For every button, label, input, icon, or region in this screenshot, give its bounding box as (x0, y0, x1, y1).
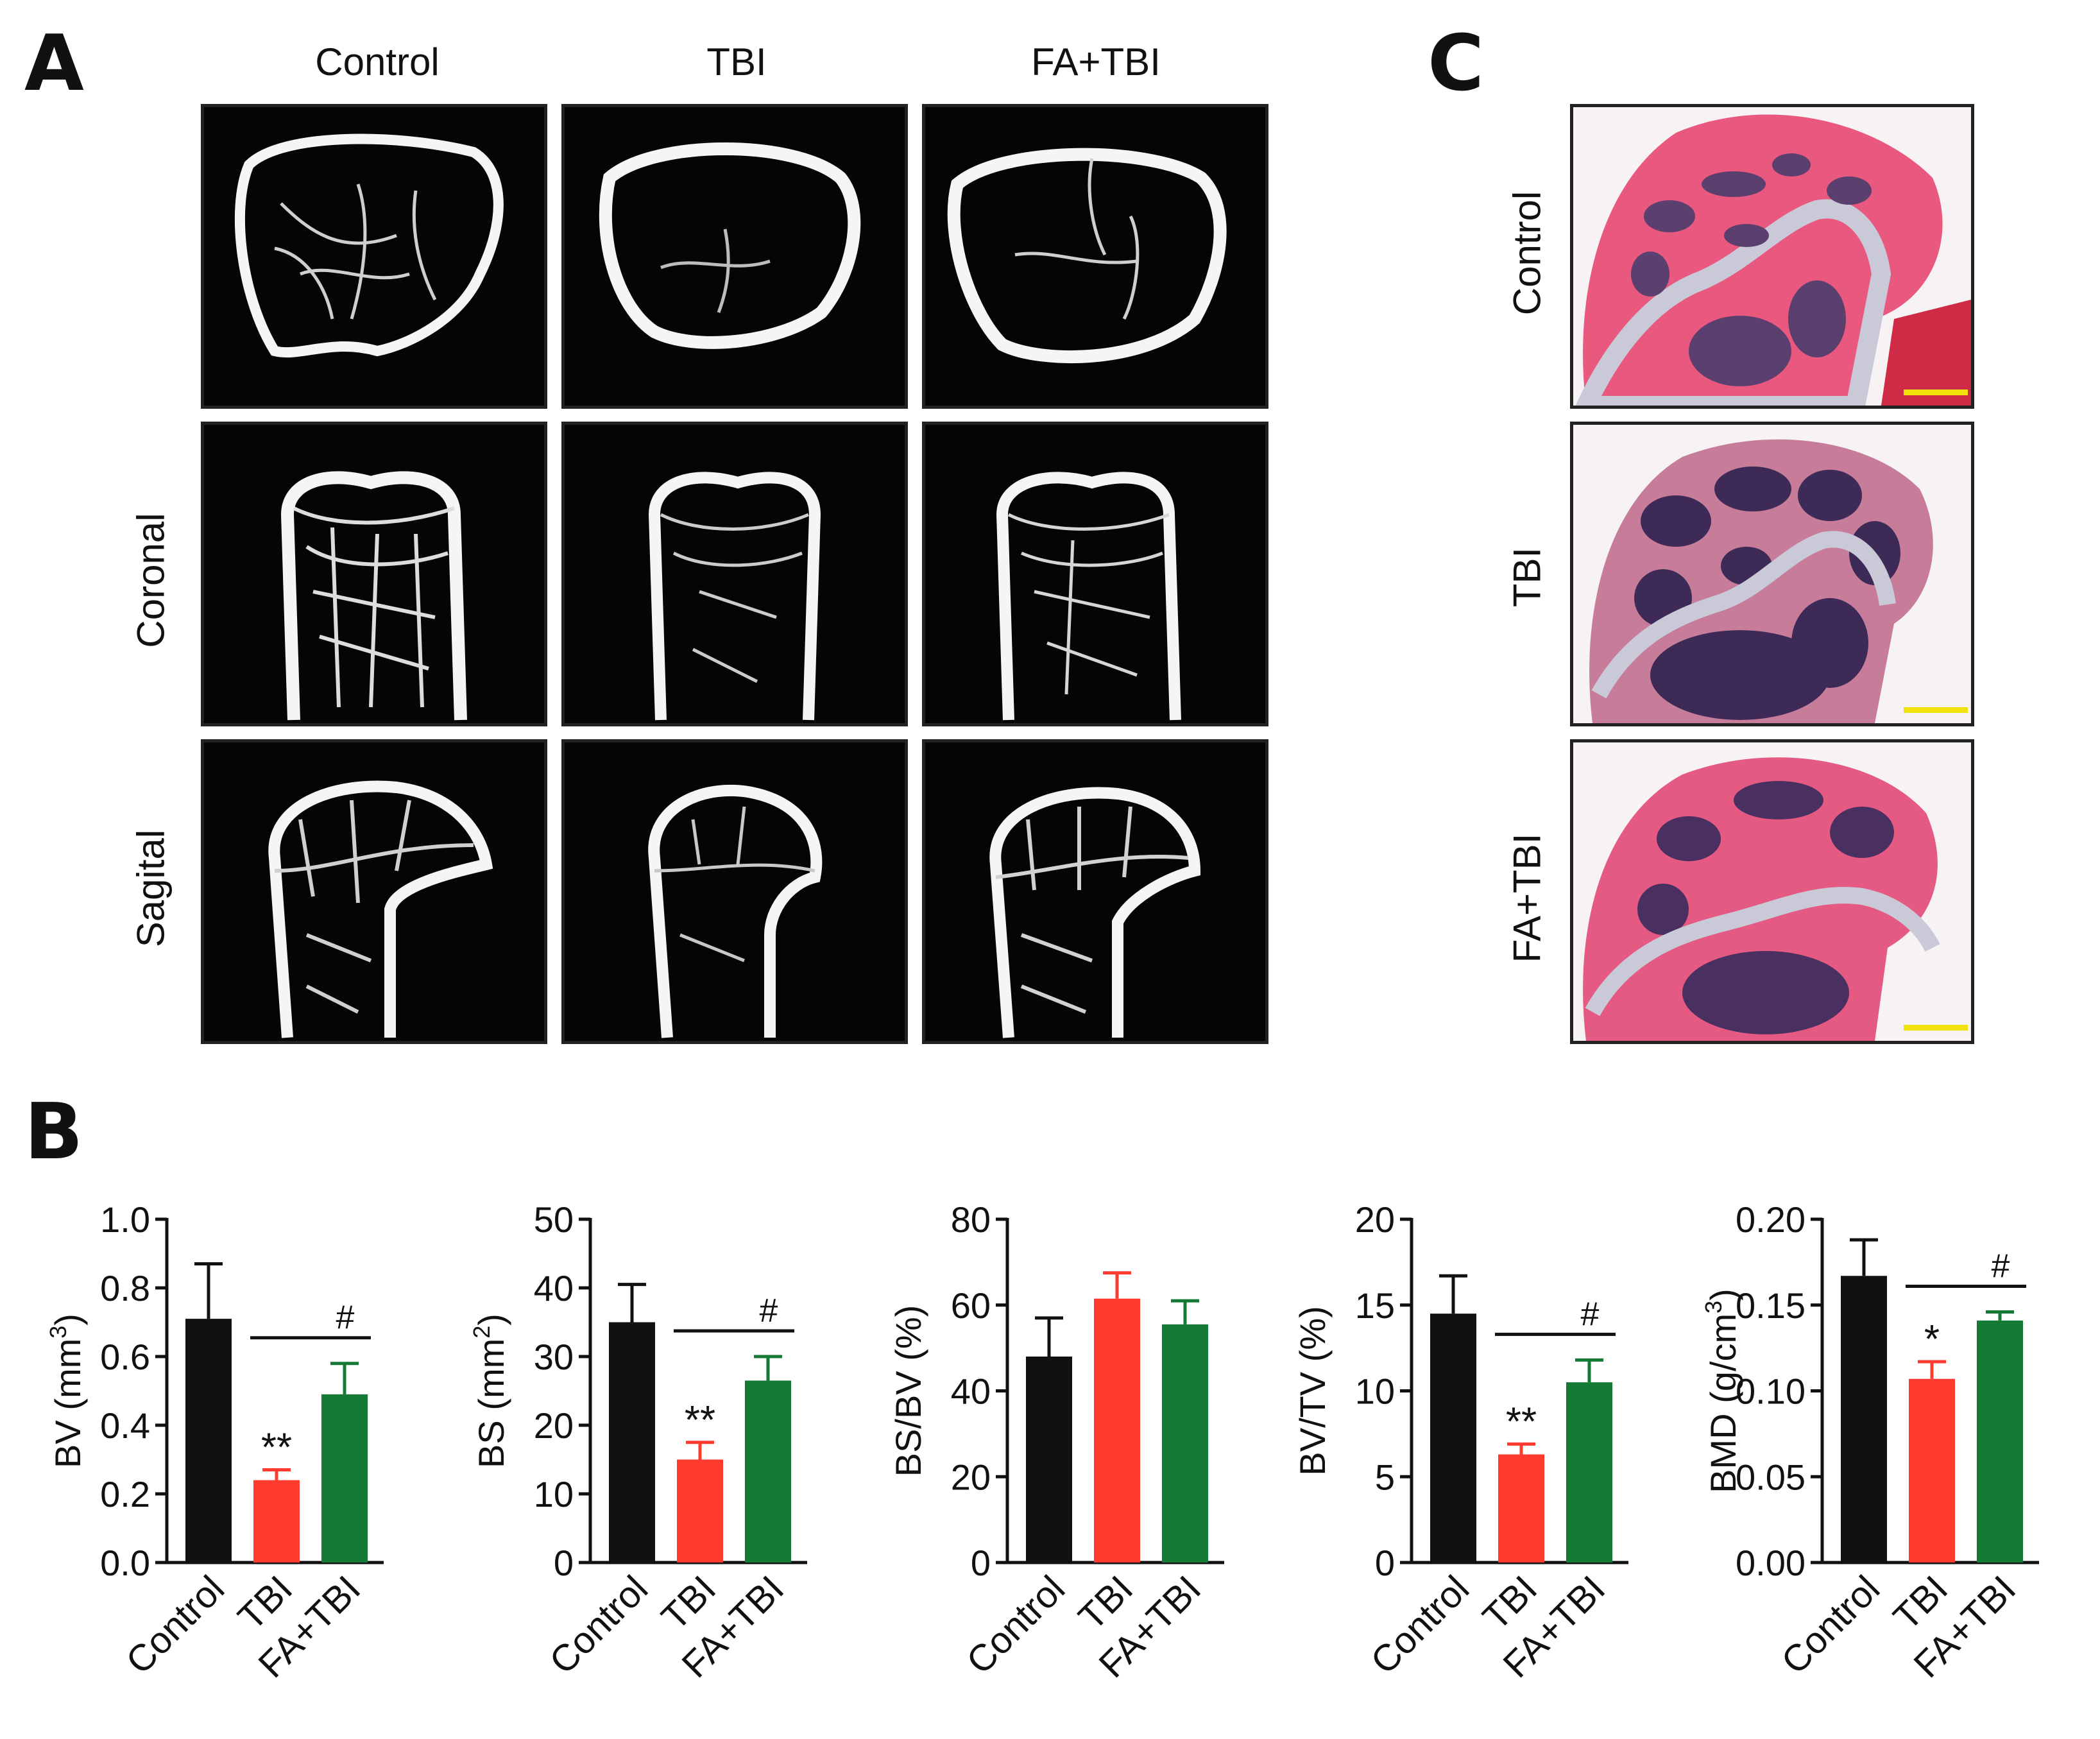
row-label-sagital: Sagital (129, 829, 173, 948)
significance-marker: ** (1506, 1400, 1537, 1444)
category-label: Control (1363, 1568, 1477, 1682)
y-axis-label: BMD (g/cm3) (1700, 1289, 1743, 1493)
y-axis-label: BV (mm3) (45, 1314, 88, 1468)
bar-tbi (1094, 1298, 1140, 1563)
bar-control (609, 1322, 655, 1563)
y-axis-label: BS/BV (%) (888, 1305, 928, 1477)
ct-image-tbi-transverse (561, 104, 908, 409)
he-image-control (1570, 104, 1974, 409)
bracket-label: # (760, 1292, 778, 1330)
y-tick-label: 0.0 (100, 1543, 150, 1583)
category-label: Control (959, 1568, 1073, 1682)
y-tick-label: 50 (534, 1199, 574, 1240)
bar-fa-tbi (1566, 1382, 1612, 1563)
significance-marker: ** (685, 1398, 715, 1443)
c-row-label-fa-tbi: FA+TBI (1505, 833, 1549, 963)
ct-image-tbi-coronal (561, 422, 908, 726)
y-tick-label: 0.8 (100, 1268, 150, 1308)
scale-bar-fa-tbi (1904, 1025, 1968, 1031)
y-tick-label: 40 (534, 1268, 574, 1308)
y-tick-label: 1.0 (100, 1199, 150, 1240)
y-tick-label: 5 (1375, 1457, 1395, 1497)
category-label: Control (542, 1568, 656, 1682)
bracket-label: # (336, 1299, 355, 1337)
bar-control (1841, 1276, 1887, 1563)
y-tick-label: 0 (971, 1543, 991, 1583)
ct-image-fa-tbi-coronal (922, 422, 1268, 726)
panel-letter-c: C (1428, 19, 1485, 108)
col-header-tbi: TBI (706, 40, 767, 83)
scale-bar-tbi (1904, 707, 1968, 713)
bar-tbi (253, 1480, 300, 1563)
category-label: Control (118, 1568, 232, 1682)
panel-letter-a: A (24, 19, 84, 108)
y-tick-label: 0.6 (100, 1337, 150, 1377)
ct-image-control-transverse (201, 104, 547, 409)
y-tick-label: 0.15 (1736, 1285, 1805, 1326)
bar-tbi (677, 1459, 723, 1563)
y-tick-label: 0.20 (1736, 1199, 1805, 1240)
he-image-tbi (1570, 422, 1974, 726)
ct-image-tbi-sagittal (561, 739, 908, 1044)
ct-image-fa-tbi-transverse (922, 104, 1268, 409)
bar-control (1026, 1357, 1072, 1563)
chart-bv: 0.00.20.40.60.81.0BV (mm3)Control**TBIFA… (45, 1199, 384, 1686)
c-row-label-control: Control (1505, 191, 1549, 316)
bar-control (185, 1319, 232, 1563)
y-tick-label: 0.4 (100, 1405, 150, 1446)
y-axis-label: BV/TV (%) (1292, 1306, 1333, 1475)
significance-marker: * (1924, 1317, 1940, 1362)
y-tick-label: 0.10 (1736, 1371, 1805, 1412)
ct-image-control-sagittal (201, 739, 547, 1044)
ct-image-fa-tbi-sagittal (922, 739, 1268, 1044)
y-tick-label: 20 (951, 1457, 991, 1497)
y-tick-label: 10 (1355, 1371, 1395, 1412)
bracket-label: # (1992, 1247, 2010, 1285)
y-tick-label: 0.05 (1736, 1457, 1805, 1497)
y-tick-label: 30 (534, 1337, 574, 1377)
y-tick-label: 0.2 (100, 1474, 150, 1514)
bar-fa-tbi (1977, 1320, 2023, 1563)
panel-letter-b: B (24, 1088, 83, 1177)
c-row-label-tbi: TBI (1505, 547, 1549, 608)
bar-tbi (1909, 1378, 1955, 1563)
bracket-label: # (1581, 1296, 1600, 1333)
y-tick-label: 0.00 (1736, 1543, 1805, 1583)
bar-fa-tbi (321, 1394, 368, 1563)
y-tick-label: 60 (951, 1285, 991, 1326)
col-header-fa-tbi: FA+TBI (1031, 40, 1161, 83)
y-tick-label: 80 (951, 1199, 991, 1240)
y-axis-label: BS (mm2) (468, 1314, 511, 1468)
bar-tbi (1498, 1454, 1544, 1563)
scale-bar-control (1904, 390, 1968, 395)
bar-fa-tbi (745, 1380, 791, 1563)
y-tick-label: 10 (534, 1474, 574, 1514)
y-tick-label: 20 (534, 1405, 574, 1446)
y-tick-label: 0 (1375, 1543, 1395, 1583)
y-tick-label: 15 (1355, 1285, 1395, 1326)
y-tick-label: 40 (951, 1371, 991, 1412)
he-image-fa-tbi (1570, 739, 1974, 1044)
ct-image-control-coronal (201, 422, 547, 726)
bar-fa-tbi (1162, 1324, 1208, 1563)
y-tick-label: 0 (554, 1543, 574, 1583)
bar-control (1430, 1314, 1476, 1563)
row-label-coronal: Coronal (129, 513, 173, 648)
category-label: Control (1773, 1568, 1888, 1682)
significance-marker: ** (261, 1426, 292, 1470)
y-tick-label: 20 (1355, 1199, 1395, 1240)
col-header-control: Control (315, 40, 440, 83)
